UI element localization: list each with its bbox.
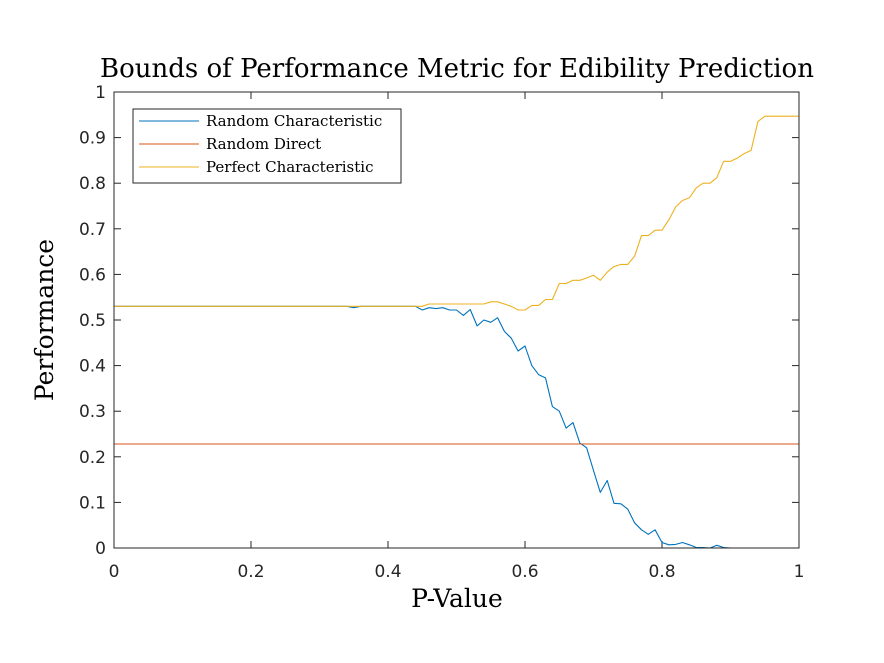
legend-box	[132, 108, 402, 184]
y-tick-label: 0.8	[79, 174, 106, 194]
x-axis-label: P-Value	[411, 584, 503, 613]
y-tick-label: 0.7	[79, 220, 106, 240]
x-tick-label: 1	[794, 562, 805, 582]
y-tick-label: 0.1	[79, 493, 106, 513]
x-tick-label: 0.4	[374, 562, 401, 582]
y-tick-label: 0.9	[79, 129, 106, 149]
y-tick-label: 1	[95, 83, 106, 103]
y-tick-label: 0.6	[79, 265, 106, 285]
legend-label-random-characteristic: Random Characteristic	[206, 112, 382, 130]
axis-ticks: 0 0.2 0.4 0.6 0.8 1 0 0.1 0.2 0.3 0.4 0.5 0.6 0.7 0.8 0…	[79, 83, 804, 582]
legend: Random Characteristic Random Direct Perfec…	[132, 108, 402, 184]
legend-label-random-direct: Random Direct	[206, 135, 321, 153]
series-line-perfect-characteristic	[114, 115, 799, 311]
x-tick-label: 0.6	[511, 562, 538, 582]
y-tick-label: 0.5	[79, 311, 106, 331]
y-tick-label: 0.2	[79, 448, 106, 468]
y-tick-label: 0	[95, 539, 106, 559]
y-tick-label: 0.3	[79, 402, 106, 422]
plot-frame	[113, 91, 800, 549]
x-tick-label: 0.2	[237, 562, 264, 582]
x-tick-label: 0.8	[648, 562, 675, 582]
y-tick-label: 0.4	[79, 357, 106, 377]
series-lines	[114, 115, 799, 549]
chart-title: Bounds of Performance Metric for Edibili…	[100, 54, 814, 84]
x-tick-label: 0	[109, 562, 120, 582]
y-axis-label: Performance	[30, 239, 59, 401]
legend-label-perfect-characteristic: Perfect Characteristic	[206, 158, 373, 176]
series-line-random-characteristic	[114, 305, 799, 549]
